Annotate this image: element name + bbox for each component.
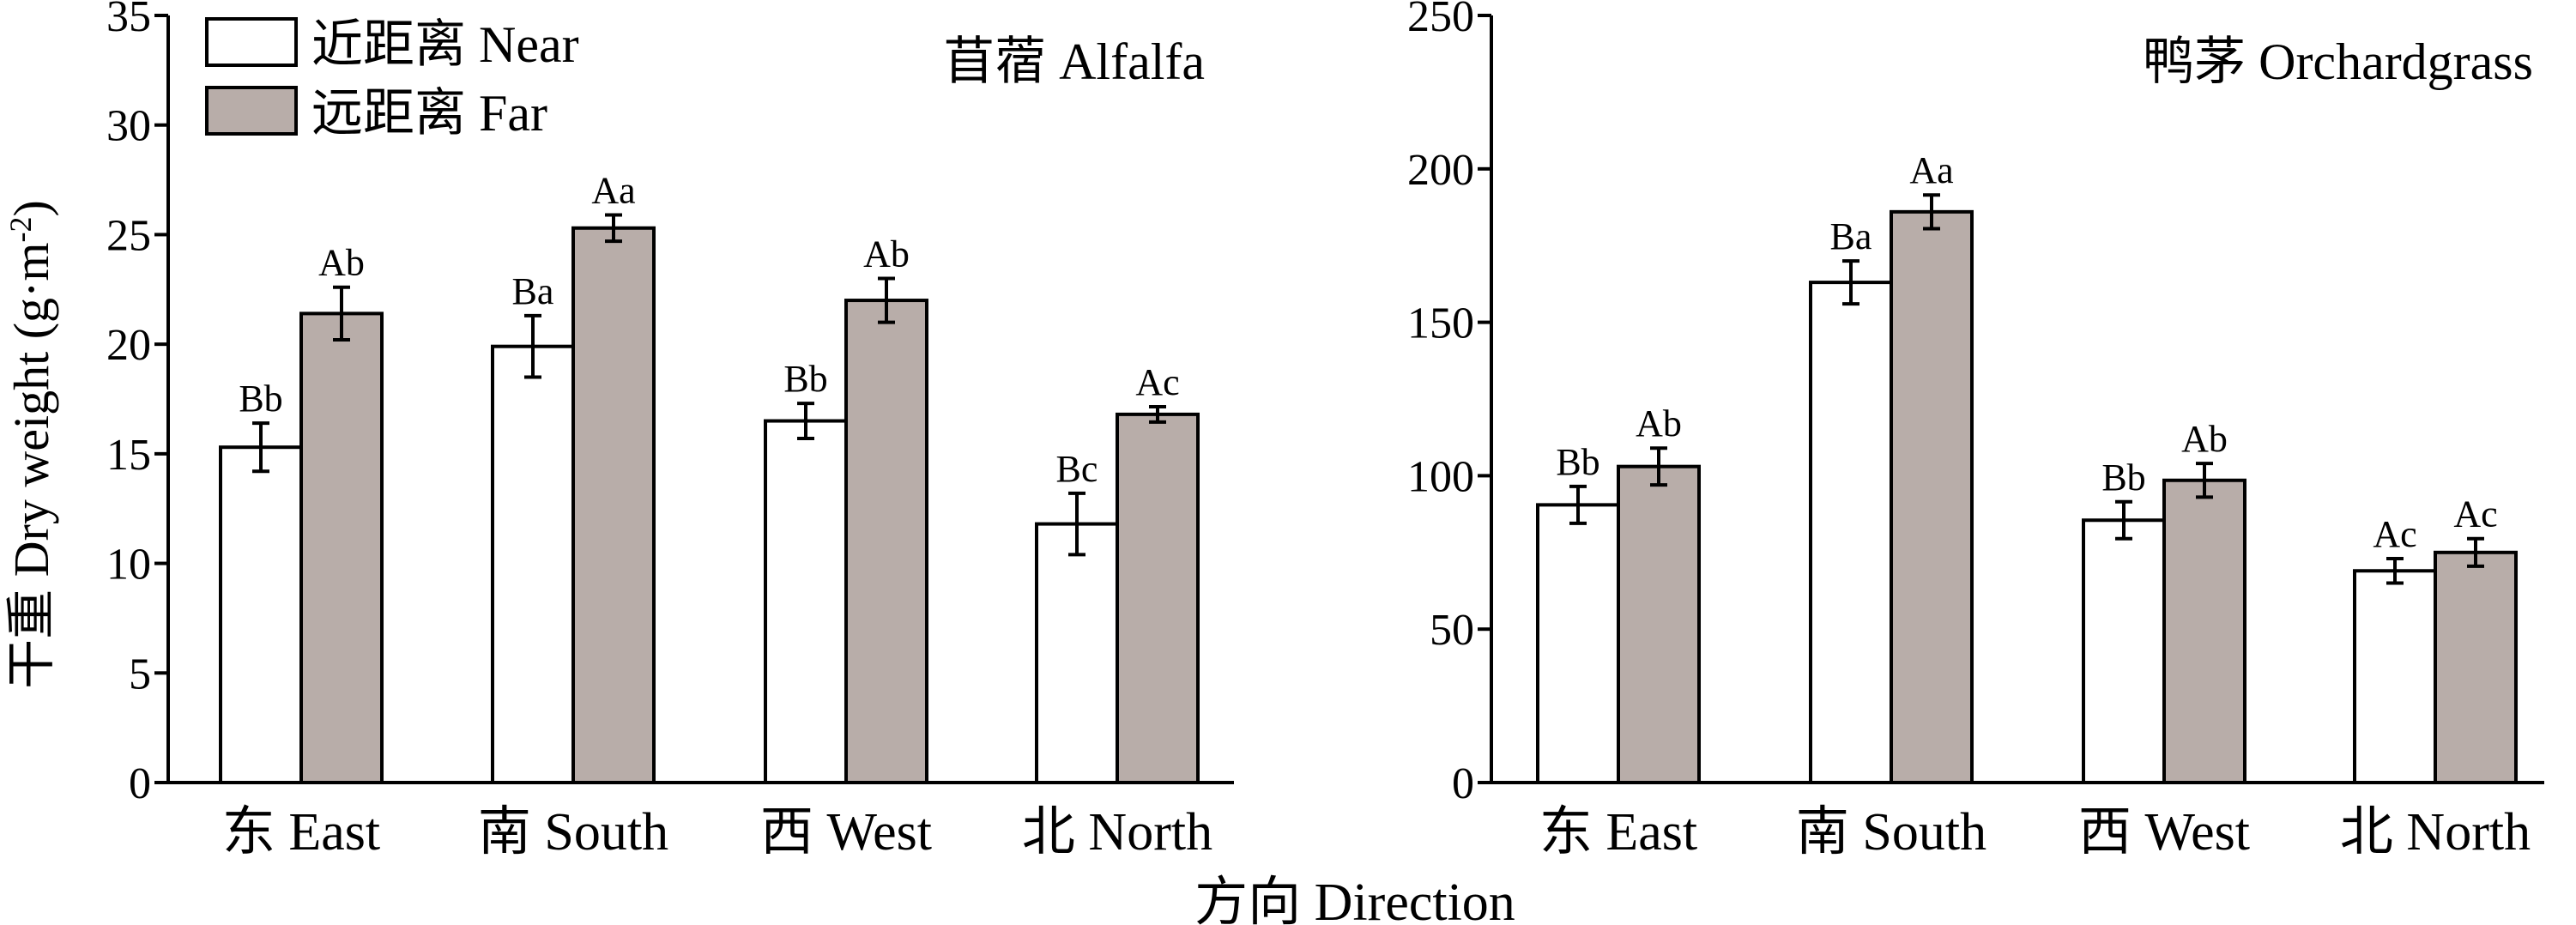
y-tick-label: 200 [1407, 146, 1474, 195]
y-tick-label: 25 [106, 211, 151, 260]
legend-swatch-near [205, 17, 298, 67]
bar-far [571, 226, 656, 785]
x-tick-label: 东 East [1539, 803, 1697, 862]
bar-far [1116, 412, 1200, 784]
bar-near [1035, 522, 1119, 784]
y-axis-label: 干重 Dry weight (g·m-2) [3, 200, 59, 689]
chart-panel-orchardgrass: 0 50 100 150 200 250 鸭茅 Orchardgrass Bb Ab 东 East… [1407, 0, 2544, 862]
x-tick-label: 东 East [222, 803, 380, 862]
x-tick-label: 南 South [1796, 803, 1986, 862]
legend-label-far: 远距离 Far [311, 85, 547, 142]
chart-panel-alfalfa: 0 5 10 15 20 25 30 35 苜蓿 Alfalfa Bb Ab 东 East Ba Aa 南 … [106, 0, 1234, 862]
significance-label: Ab [863, 233, 910, 275]
y-tick-label: 15 [106, 431, 151, 480]
y-tick-label: 0 [1452, 759, 1474, 808]
y-tick-label: 0 [129, 759, 151, 808]
y-axis-label-close: ) [3, 200, 59, 216]
y-tick-label: 5 [129, 650, 151, 698]
bar-near [764, 419, 848, 784]
y-tick-label: 150 [1407, 299, 1474, 348]
x-tick-label: 南 South [478, 803, 668, 862]
significance-label: Ab [1636, 402, 1682, 444]
y-axis-label-main: 干重 Dry weight (g·m [3, 243, 59, 689]
significance-label: Ac [2453, 493, 2497, 535]
significance-label: Ba [512, 270, 554, 312]
panel-title: 苜蓿 Alfalfa [943, 33, 1205, 90]
significance-label: Ab [2181, 418, 2228, 460]
y-tick-label: 50 [1430, 606, 1474, 655]
significance-label: Bb [783, 358, 827, 400]
panel-title: 鸭茅 Orchardgrass [2143, 33, 2533, 90]
bar-near [2082, 518, 2166, 784]
x-tick-label: 北 North [1022, 803, 1212, 862]
legend-label-near: 近距离 Near [311, 16, 579, 73]
legend: 近距离 Near 远距离 Far [205, 16, 579, 142]
y-tick-label: 10 [106, 541, 151, 589]
significance-label: Ab [318, 242, 365, 284]
bar-far [1617, 464, 1701, 784]
x-axis-label: 方向 Direction [1194, 874, 1515, 925]
y-axis-label-superscript: -2 [3, 217, 38, 243]
significance-label: Ac [2373, 513, 2416, 555]
legend-swatch-far [205, 86, 298, 136]
significance-label: Bb [239, 378, 282, 420]
x-tick-label: 西 West [760, 803, 932, 862]
bar-near [1536, 503, 1620, 784]
y-tick-label: 250 [1407, 0, 1474, 41]
y-tick-label: 35 [106, 0, 151, 41]
significance-label: Bc [1056, 448, 1098, 490]
significance-label: Ba [1830, 215, 1872, 257]
bar-near [491, 344, 575, 784]
y-tick-label: 100 [1407, 452, 1474, 501]
significance-label: Aa [1909, 149, 1953, 191]
bar-near [1809, 281, 1893, 784]
x-tick-label: 北 North [2340, 803, 2531, 862]
bar-near [2353, 569, 2437, 784]
significance-label: Ac [1135, 361, 1179, 403]
bar-far [299, 311, 384, 784]
significance-label: Bb [1556, 441, 1599, 483]
significance-label: Aa [591, 169, 635, 211]
bar-far [844, 299, 928, 784]
bar-far [1890, 209, 1974, 784]
significance-label: Bb [2101, 456, 2145, 499]
x-tick-label: 西 West [2078, 803, 2250, 862]
y-tick-label: 20 [106, 321, 151, 370]
bar-near [219, 445, 303, 784]
bar-far [2162, 478, 2246, 784]
bar-far [2434, 550, 2518, 784]
y-tick-label: 30 [106, 102, 151, 151]
